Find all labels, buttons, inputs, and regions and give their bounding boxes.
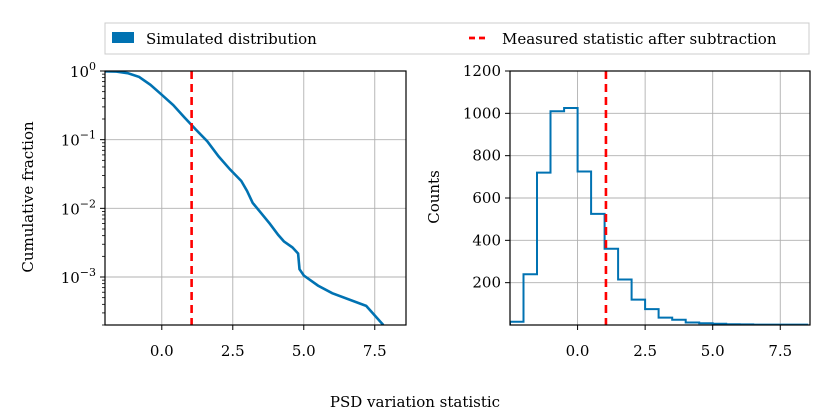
legend-measured-label: Measured statistic after subtraction — [502, 30, 777, 48]
left-ytick-label: 100 — [70, 60, 96, 81]
right-ytick-label: 200 — [472, 274, 501, 292]
left-xtick-label: 0.0 — [150, 342, 174, 360]
legend-frame — [104, 22, 810, 55]
left-ylabel: Cumulative fraction — [19, 121, 37, 273]
left-axes-frame — [104, 70, 407, 326]
simulated-cdf-line — [105, 71, 385, 325]
legend-simulated-swatch — [112, 32, 134, 43]
right-ticks: 0.0 2.5 5.0 7.5 200 400 600 800 1000 1200 — [463, 62, 792, 360]
right-ytick-label: 400 — [472, 231, 501, 249]
right-xtick-label: 0.0 — [566, 342, 590, 360]
right-ytick-label: 800 — [472, 147, 501, 165]
left-ytick-label: 10−1 — [61, 129, 96, 150]
right-xtick-label: 2.5 — [633, 342, 657, 360]
left-xtick-label: 5.0 — [292, 342, 316, 360]
left-ytick-label: 10−3 — [61, 266, 96, 287]
right-xtick-label: 7.5 — [768, 342, 792, 360]
left-xtick-label: 2.5 — [221, 342, 245, 360]
right-ytick-label: 600 — [472, 189, 501, 207]
right-xtick-label: 5.0 — [701, 342, 725, 360]
right-grid — [510, 70, 810, 325]
simulated-histogram-step — [510, 107, 809, 325]
right-ytick-label: 1000 — [463, 104, 501, 122]
legend: Simulated distribution Measured statisti… — [104, 22, 810, 55]
left-grid — [105, 70, 406, 325]
shared-xlabel: PSD variation statistic — [330, 393, 500, 411]
left-ytick-label: 10−2 — [61, 197, 96, 218]
left-xtick-label: 7.5 — [363, 342, 387, 360]
right-ytick-label: 1200 — [463, 62, 501, 80]
counts-histogram-panel: 0.0 2.5 5.0 7.5 200 400 600 800 1000 1200 Counts — [425, 62, 811, 360]
left-ticks: 0.0 2.5 5.0 7.5 100 10−1 10−2 10−3 — [61, 60, 387, 360]
legend-simulated-label: Simulated distribution — [146, 30, 317, 48]
right-ylabel: Counts — [425, 170, 443, 224]
cumulative-fraction-panel: 0.0 2.5 5.0 7.5 100 10−1 10−2 10−3 Cumulative f… — [19, 60, 407, 360]
left-series — [105, 71, 385, 325]
right-series — [510, 107, 809, 325]
